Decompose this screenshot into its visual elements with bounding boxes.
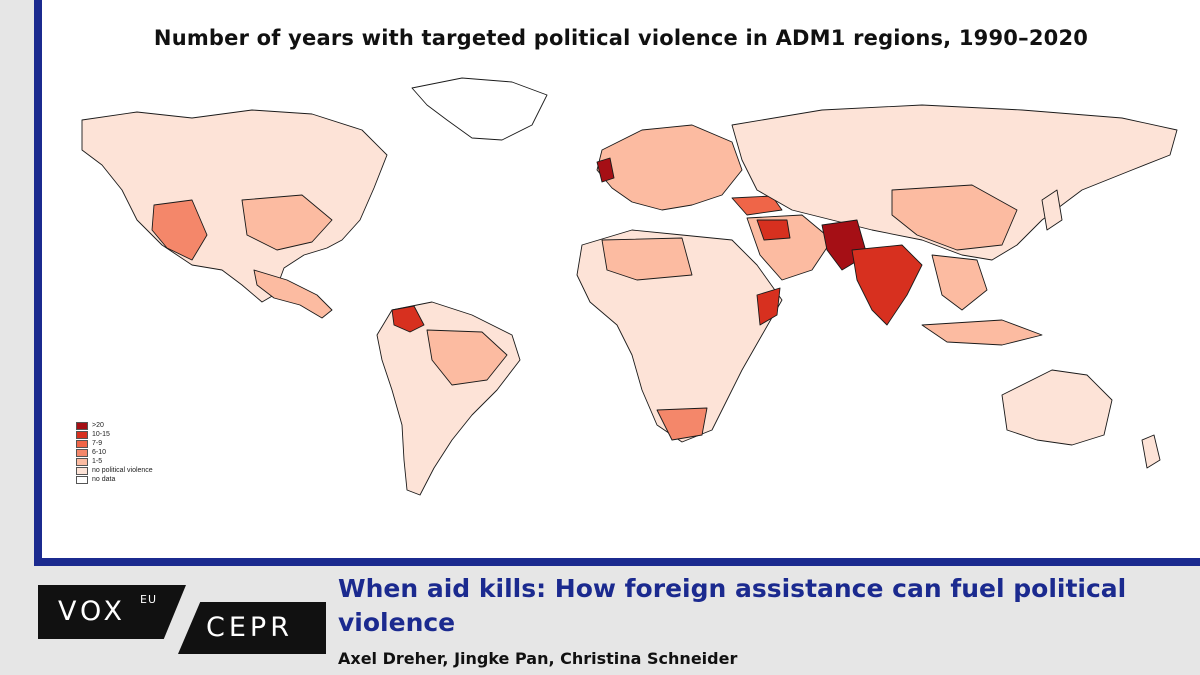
legend-swatch — [76, 457, 88, 466]
eu-logo-text: EU — [140, 593, 158, 606]
australia — [1001, 369, 1113, 446]
legend-label: no data — [92, 476, 116, 483]
legend-label: 6-10 — [92, 449, 107, 456]
legend-item: no political violence — [76, 466, 153, 475]
world-map — [81, 77, 1178, 496]
article-authors: Axel Dreher, Jingke Pan, Christina Schne… — [338, 649, 738, 668]
china — [891, 184, 1018, 251]
uk — [596, 157, 615, 183]
turkey — [731, 195, 783, 216]
cepr-logo-text: CEPR — [206, 612, 293, 643]
legend-swatch — [76, 448, 88, 457]
asia — [731, 104, 1178, 261]
indonesia — [921, 319, 1043, 346]
legend-label: no political violence — [92, 467, 153, 474]
legend-label: >20 — [92, 422, 104, 429]
usa-east — [241, 194, 333, 251]
brazil — [426, 329, 508, 386]
usa-west — [151, 199, 208, 261]
legend-label: 7-9 — [92, 440, 103, 447]
map-card: Number of years with targeted political … — [34, 0, 1200, 566]
voxeu-logo[interactable]: VOX EU — [38, 585, 186, 639]
legend-item: no data — [76, 475, 153, 484]
southeast-asia — [931, 254, 988, 311]
colombia — [391, 305, 425, 333]
africa — [576, 229, 783, 443]
north-america — [81, 109, 388, 303]
legend-swatch — [76, 475, 88, 484]
new-zealand — [1141, 434, 1161, 469]
south-africa — [656, 407, 708, 441]
legend-item: 10-15 — [76, 430, 153, 439]
japan — [1041, 189, 1063, 231]
cepr-logo[interactable]: CEPR — [178, 602, 326, 654]
legend-swatch — [76, 439, 88, 448]
map-title: Number of years with targeted political … — [153, 26, 1089, 50]
legend-item: 7-9 — [76, 439, 153, 448]
legend-label: 1-5 — [92, 458, 103, 465]
somalia — [756, 287, 781, 326]
vox-logo-text: VOX — [58, 596, 127, 627]
legend-item: 1-5 — [76, 457, 153, 466]
legend-label: 10-15 — [92, 431, 110, 438]
legend-swatch — [76, 466, 88, 475]
legend-swatch — [76, 421, 88, 430]
legend-item: >20 — [76, 421, 153, 430]
article-headline[interactable]: When aid kills: How foreign assistance c… — [338, 574, 1127, 637]
north-africa — [601, 237, 693, 281]
central-america — [253, 269, 333, 319]
legend-item: 6-10 — [76, 448, 153, 457]
map-legend: >20 10-15 7-9 6-10 1-5 no political viol… — [76, 421, 153, 484]
iraq-syria — [756, 219, 791, 241]
india — [851, 244, 923, 326]
legend-swatch — [76, 430, 88, 439]
europe — [596, 124, 743, 211]
greenland — [411, 77, 548, 141]
